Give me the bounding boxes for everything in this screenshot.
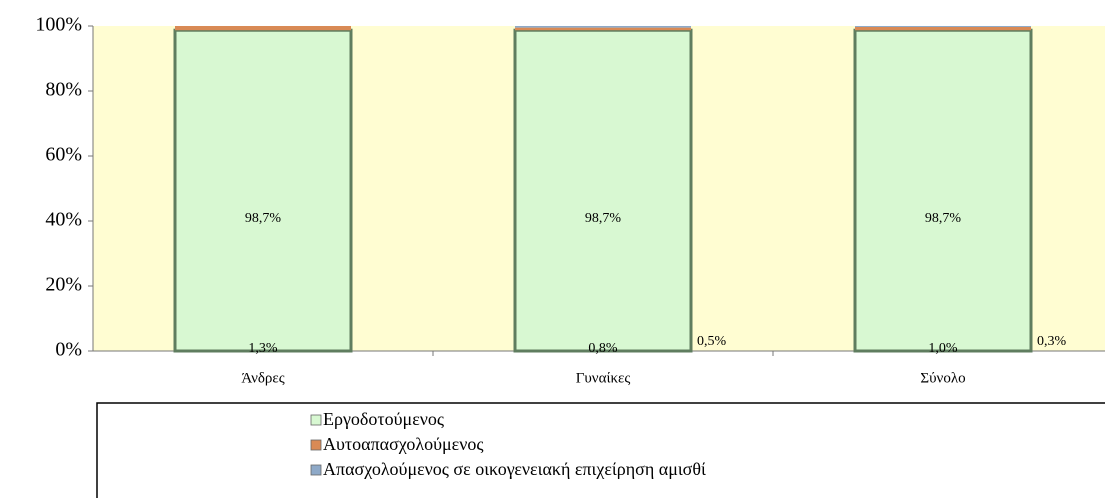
- y-tick-label: 40%: [45, 209, 82, 231]
- x-tick-label: Γυναίκες: [576, 370, 631, 386]
- bar-segment: [175, 26, 351, 31]
- bar-segment: [515, 27, 691, 31]
- legend-label: Αυτοαπασχολούμενος: [323, 434, 484, 454]
- bar-segment: [855, 26, 1031, 27]
- y-tick-label: 0%: [55, 339, 82, 361]
- data-label: 0,3%: [1037, 334, 1067, 349]
- legend-label: Εργοδοτούμενος: [323, 409, 444, 429]
- bar-segment: [855, 26, 1031, 31]
- data-label: 1,3%: [248, 341, 278, 356]
- y-tick-label: 100%: [35, 14, 82, 36]
- bar-segment: [515, 26, 691, 28]
- data-label: 98,7%: [585, 211, 622, 226]
- y-tick-label: 60%: [45, 144, 82, 166]
- legend-marker: [310, 464, 322, 476]
- x-tick-label: Σύνολο: [920, 370, 965, 386]
- x-tick-label: Άνδρες: [241, 370, 284, 386]
- bar-segment: [513, 28, 693, 353]
- legend-box: [96, 402, 1105, 498]
- legend-label: Απασχολούμενος σε οικογενειακή επιχείρησ…: [323, 459, 706, 479]
- y-tick-label: 80%: [45, 79, 82, 101]
- data-label: 0,8%: [588, 341, 618, 356]
- data-label: 98,7%: [925, 211, 962, 226]
- bar-segment: [853, 28, 1033, 353]
- legend-marker: [310, 414, 322, 426]
- y-tick-label: 20%: [45, 274, 82, 296]
- data-label: 98,7%: [245, 211, 282, 226]
- data-label: 1,0%: [928, 341, 958, 356]
- legend-marker: [310, 439, 322, 451]
- data-label: 0,5%: [697, 334, 727, 349]
- bar-segment: [173, 28, 353, 353]
